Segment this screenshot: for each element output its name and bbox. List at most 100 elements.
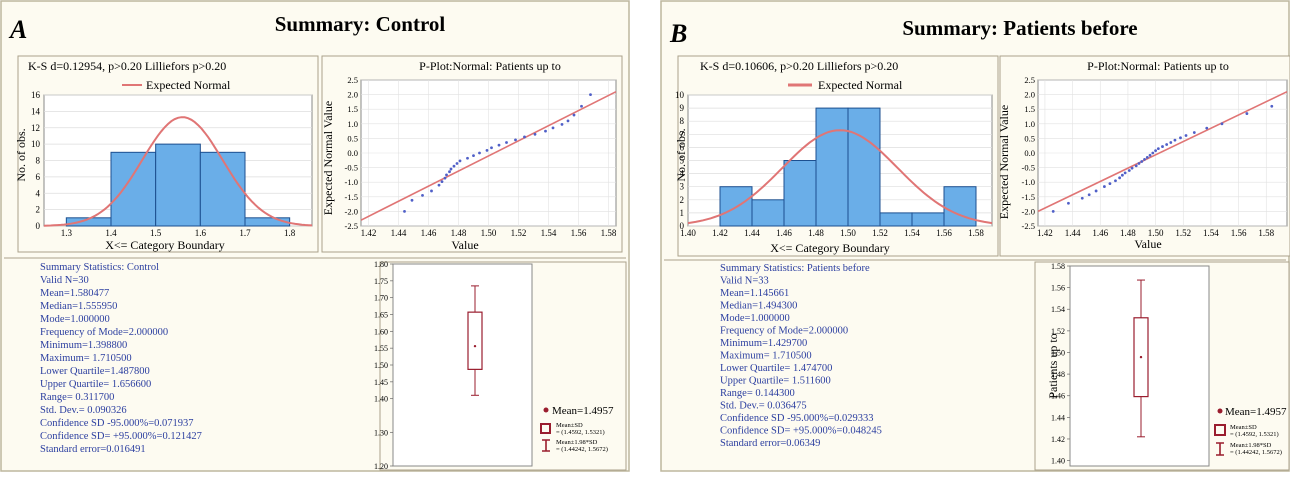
pplot-point <box>1156 147 1160 151</box>
y-tick-label: 16 <box>31 90 41 100</box>
pplot-point <box>410 198 414 202</box>
histogram-bar <box>155 143 201 227</box>
legend-label: Expected Normal <box>146 78 231 92</box>
summary-stat-line: Standard error=0.016491 <box>40 444 146 455</box>
pplot-point <box>445 173 448 177</box>
pplot-point <box>1205 126 1209 130</box>
y-tick-label: 1.5 <box>347 104 358 114</box>
panel-letter: B <box>669 19 687 48</box>
histogram-bar <box>751 199 785 227</box>
pplot-point <box>472 154 475 158</box>
y-tick-label: -1.5 <box>345 192 358 202</box>
summary-stat-line: Maximum= 1.710500 <box>720 351 812 362</box>
pplot-point <box>1134 164 1138 168</box>
pplot-ylabel: Expected Normal Value <box>997 105 1011 219</box>
summary-stat-line: Valid N=30 <box>40 275 89 286</box>
y-tick-label: -1.0 <box>345 177 358 187</box>
y-tick-label: 1.48 <box>1051 370 1065 379</box>
x-tick-label: 1.50 <box>481 228 497 238</box>
panel-a: A Summary: Control K-S d=0.12954, p>0.20… <box>0 0 630 472</box>
y-tick-label: 1.30 <box>374 428 388 437</box>
box-legend-ci-1: Mean±1.98*SD <box>556 439 598 446</box>
pplot-point <box>497 143 501 147</box>
pplot-point <box>452 164 456 168</box>
pplot-point <box>1165 143 1169 146</box>
summary-stat-line: Lower Quartile=1.487800 <box>40 366 150 377</box>
y-tick-label: 10 <box>31 139 41 149</box>
y-tick-label: 1.65 <box>374 311 388 320</box>
y-tick-label: 1.50 <box>374 361 388 370</box>
x-tick-label: 1.52 <box>1175 228 1191 238</box>
pplot-point <box>448 170 451 174</box>
pplot-point <box>560 122 564 126</box>
x-tick-label: 1.44 <box>391 228 407 238</box>
pplot-point <box>1108 182 1112 186</box>
y-tick-label: 1.0 <box>347 119 358 129</box>
x-tick-label: 1.56 <box>571 228 587 238</box>
hist-xlabel: X<= Category Boundary <box>105 238 225 252</box>
y-tick-label: 6 <box>680 142 685 152</box>
summary-stat-line: Std. Dev.= 0.036475 <box>720 401 807 412</box>
histogram-bar <box>110 151 157 227</box>
pplot-point <box>589 93 592 96</box>
x-tick-label: 1.52 <box>511 228 527 238</box>
y-tick-label: 1.80 <box>374 260 388 269</box>
pplot-point <box>1130 166 1134 170</box>
summary-stat-line: Mean=1.145661 <box>720 288 789 299</box>
summary-stat-line: Range= 0.144300 <box>720 388 795 399</box>
pplot-point <box>1080 196 1084 200</box>
x-tick-label: 1.52 <box>872 228 888 238</box>
y-tick-label: 4 <box>680 169 685 179</box>
x-tick-label: 1.5 <box>150 228 162 238</box>
y-tick-label: 2 <box>680 195 685 205</box>
ci-whisker-icon <box>542 439 550 452</box>
y-tick-label: 0.0 <box>347 148 358 158</box>
hist-ylabel: No. of obs. <box>14 128 28 181</box>
summary-stat-line: Minimum=1.398800 <box>40 340 127 351</box>
expected-normal-curve <box>687 129 993 225</box>
y-tick-label: -2.0 <box>345 206 358 216</box>
pplot-point <box>514 138 517 142</box>
pplot-point <box>490 146 493 150</box>
pplot-point <box>403 210 406 213</box>
y-tick-label: 1.0 <box>1024 119 1035 129</box>
x-tick-label: 1.8 <box>284 228 296 238</box>
summary-stat-line: Median=1.555950 <box>40 301 117 312</box>
pplot-point <box>533 132 537 136</box>
y-tick-label: 6 <box>36 172 41 182</box>
boxplot: 1.20 1.30 1.40 1.45 1.50 1.55 1.60 1.65 1.70 1.75… <box>374 260 533 471</box>
pplot-point <box>478 151 481 155</box>
boxplot-ylabel: Patients up to <box>1046 333 1060 398</box>
x-tick-label: 1.40 <box>680 228 696 238</box>
histogram-bar <box>815 107 849 227</box>
y-tick-label: -2.5 <box>1022 221 1035 231</box>
y-tick-label: 2.5 <box>1024 75 1035 85</box>
box-legend-ci-2: = (1.44242, 1.5672) <box>1230 449 1282 456</box>
pplot-point <box>458 159 462 163</box>
y-tick-label: 1.60 <box>374 327 388 336</box>
x-tick-label: 1.4 <box>105 228 117 238</box>
y-tick-label: 5 <box>680 156 685 166</box>
pplot-point <box>1154 149 1157 153</box>
y-tick-label: 8 <box>680 116 685 126</box>
x-tick-label: 1.50 <box>840 228 856 238</box>
pplot-title: P-Plot:Normal: Patients up to <box>1087 59 1229 73</box>
pplot-point <box>1094 189 1098 193</box>
pplot-point <box>1123 171 1127 175</box>
summary-stat-line: Mode=1.000000 <box>40 314 110 325</box>
y-tick-label: 9 <box>680 103 685 113</box>
y-tick-label: 2.5 <box>347 75 358 85</box>
sd-box-icon <box>540 423 551 434</box>
y-tick-label: 1.54 <box>1051 305 1065 314</box>
x-tick-label: 1.58 <box>968 228 984 238</box>
summary-stat-line: Range= 0.311700 <box>40 392 114 403</box>
summary-stat-line: Upper Quartile= 1.511600 <box>720 376 831 387</box>
y-tick-label: 1.52 <box>1051 327 1065 336</box>
summary-stats: Summary Statistics: Patients before Valid… <box>720 263 882 449</box>
summary-stat-line: Maximum= 1.710500 <box>40 353 132 364</box>
plot-area <box>392 263 533 467</box>
pplot-point <box>1140 160 1144 163</box>
summary-stat-line: Median=1.494300 <box>720 301 797 312</box>
summary-stat-line: Summary Statistics: Patients before <box>720 263 870 274</box>
summary-stat-line: Minimum=1.429700 <box>720 338 807 349</box>
